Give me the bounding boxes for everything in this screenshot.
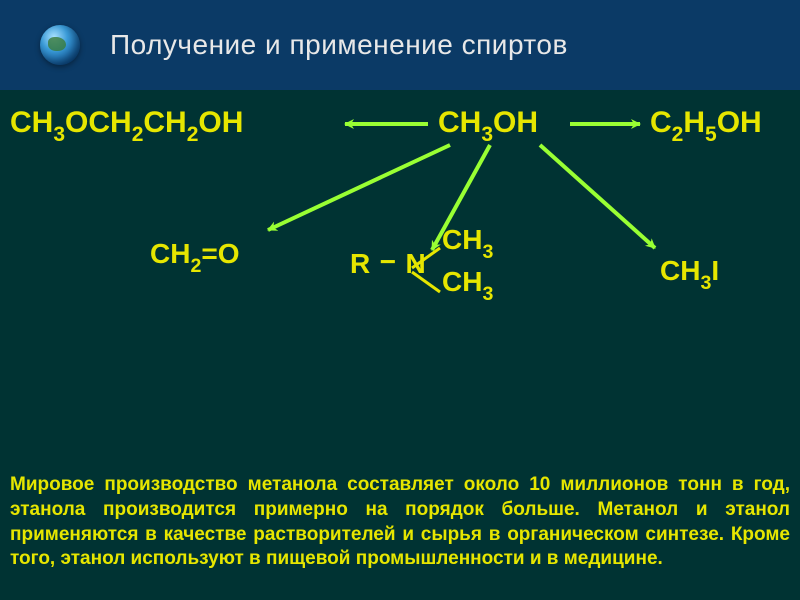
- reaction-arrows: [0, 90, 800, 390]
- globe-icon: [40, 25, 80, 65]
- description-paragraph: Мировое производство метанола составляет…: [10, 473, 790, 572]
- slide-header: Получение и применение спиртов: [0, 0, 800, 90]
- reaction-diagram: CH3OCH2CH2OH CH3OH C2H5OH CH2=O CH3I R −…: [0, 90, 800, 390]
- slide-title: Получение и применение спиртов: [110, 29, 568, 61]
